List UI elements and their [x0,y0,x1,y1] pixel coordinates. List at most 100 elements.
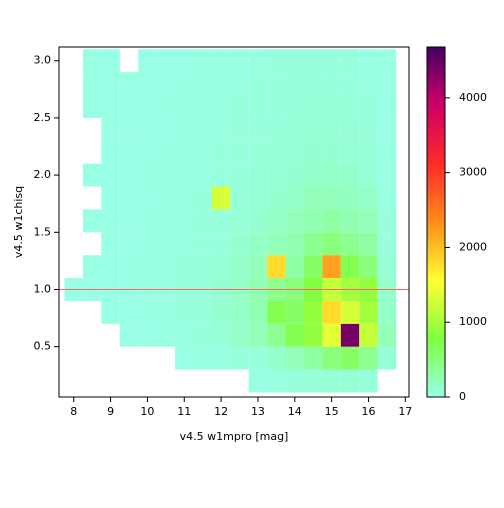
heatmap-cell [101,49,120,73]
heatmap-cell [193,346,212,370]
heatmap-cell [175,117,194,141]
heatmap-cell [138,95,157,118]
x-tick-label: 15 [325,405,339,418]
heatmap-cell [248,346,268,370]
heatmap-cell [304,72,323,96]
heatmap-cell [119,95,139,118]
heatmap-cell [138,186,157,210]
colorbar-tick-label: 2000 [459,240,487,253]
heatmap-cell [285,346,304,370]
heatmap-cell [267,232,286,256]
heatmap-cell [156,72,176,96]
heatmap-cell [248,323,268,347]
heatmap-cell [119,323,139,347]
heatmap-cell [193,49,212,73]
heatmap-cell [340,186,360,210]
heatmap-cell [230,95,249,118]
heatmap-cell [156,49,176,73]
heatmap-cell [230,346,249,370]
heatmap-cell [119,72,139,96]
y-tick-label: 0.5 [34,340,52,353]
heatmap-cell [377,323,397,347]
x-tick-label: 8 [70,405,77,418]
heatmap-cell [175,209,194,233]
heatmap-cell [119,232,139,256]
heatmap-cell [304,140,323,164]
heatmap-cell [138,255,157,279]
heatmap-cell [138,300,157,324]
heatmap-cell [138,49,157,73]
heatmap-cell [340,300,360,324]
heatmap-cell [285,140,304,164]
heatmap-cell [267,72,286,96]
heatmap-cell [82,255,102,279]
heatmap-cell [285,72,304,96]
heatmap-cell [211,232,231,256]
heatmap-cell [230,323,249,347]
heatmap-cell [248,232,268,256]
heatmap-cell [175,346,194,370]
heatmap-cell [322,323,341,347]
x-tick-label: 12 [214,405,228,418]
heatmap-cell [156,163,176,187]
heatmap-cell [175,72,194,96]
heatmap-cell [82,95,102,118]
heatmap-cell [359,163,378,187]
heatmap-cell [82,72,102,96]
heatmap-cell [193,140,212,164]
heatmap-cell [285,369,304,393]
heatmap-cell [230,232,249,256]
heatmap-cell [304,186,323,210]
heatmap-cell [230,49,249,73]
heatmap-cell [267,186,286,210]
heatmap-cell [304,163,323,187]
heatmap-cell [359,323,378,347]
heatmap-cell [377,95,397,118]
heatmap-cell [359,140,378,164]
heatmap-cell [267,95,286,118]
heatmap-cell [138,323,157,347]
x-tick-label: 14 [288,405,302,418]
colorbar-tick-label: 1000 [459,315,487,328]
heatmap-cell [193,117,212,141]
heatmap-cell [267,163,286,187]
heatmap-cell [119,163,139,187]
heatmap-cell [138,72,157,96]
heatmap-cell [377,255,397,279]
heatmap-cell [267,49,286,73]
colorbar-tick-label: 0 [459,390,466,403]
heatmap-cell [101,232,120,256]
heatmap-cell [193,95,212,118]
heatmap-cell [119,117,139,141]
heatmap-cell [340,72,360,96]
heatmap-cell [156,323,176,347]
heatmap-cell [193,163,212,187]
heatmap-cell [322,72,341,96]
heatmap-cell [248,300,268,324]
heatmap-cell [267,346,286,370]
y-axis-label: v4.5 w1chisq [12,186,25,258]
heatmap-cell [230,300,249,324]
heatmap-cell [267,300,286,324]
heatmap-cell [377,49,397,73]
heatmap-cell [359,346,378,370]
heatmap-cell [193,72,212,96]
heatmap-cell [359,117,378,141]
heatmap-cell [156,117,176,141]
heatmap-cell [377,163,397,187]
heatmap-cell [248,95,268,118]
heatmap-cell [193,300,212,324]
heatmap-cell [101,72,120,96]
heatmap-cell [156,300,176,324]
heatmap-cell [119,140,139,164]
heatmap-cell [304,95,323,118]
heatmap-cell [304,323,323,347]
heatmap-cell [285,95,304,118]
y-tick-label: 2.0 [34,168,52,181]
heatmap-cell [211,323,231,347]
heatmap-cell [211,117,231,141]
y-tick-label: 3.0 [34,54,52,67]
heatmap-cell [211,346,231,370]
heatmap-cell [377,232,397,256]
heatmap-cell [267,140,286,164]
